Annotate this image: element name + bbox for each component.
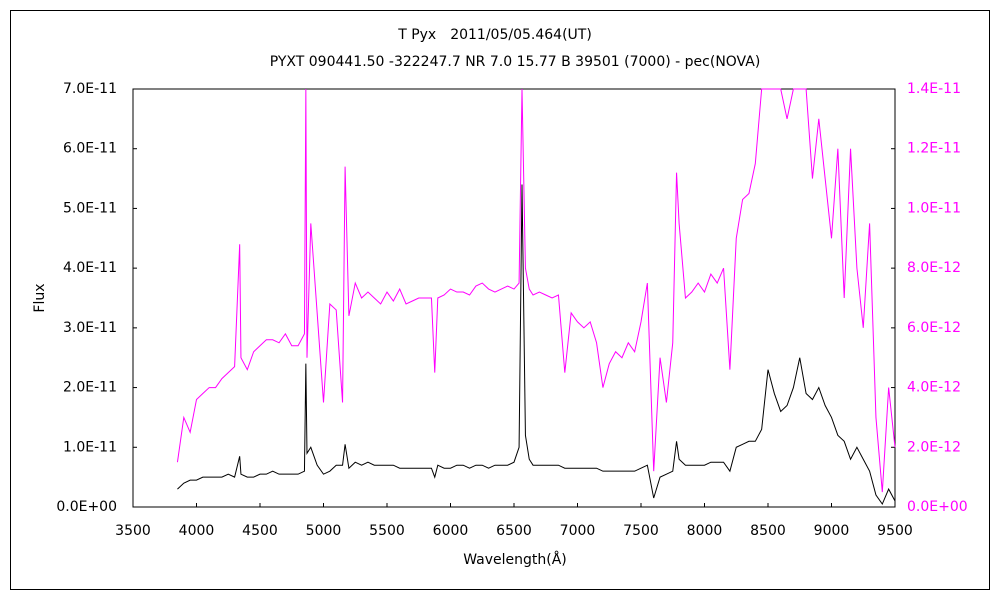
y2-tick-label: 6.0E-12 <box>907 320 961 336</box>
chart-subtitle: PYXT 090441.50 -322247.7 NR 7.0 15.77 B … <box>270 54 761 70</box>
y-tick-label: 2.0E-11 <box>63 380 117 396</box>
outer-frame <box>10 10 990 590</box>
x-axis-label: Wavelength(Å) <box>463 551 567 568</box>
y-tick-label: 4.0E-11 <box>63 260 117 276</box>
y2-tick-label: 0.0E+00 <box>907 499 968 515</box>
x-tick-label: 5000 <box>306 523 342 539</box>
y-tick-label: 6.0E-11 <box>63 141 117 157</box>
y2-tick-label: 1.0E-11 <box>907 200 961 216</box>
y2-tick-label: 2.0E-12 <box>907 439 961 455</box>
y2-tick-label: 8.0E-12 <box>907 260 961 276</box>
x-tick-label: 4000 <box>179 523 215 539</box>
y2-tick-label: 1.4E-11 <box>907 81 961 97</box>
y2-tick-label: 1.2E-11 <box>907 141 961 157</box>
spectrum-line <box>177 184 896 506</box>
y-tick-label: 7.0E-11 <box>63 81 117 97</box>
spectrum-line <box>176 88 896 493</box>
x-tick-label: 6000 <box>433 523 469 539</box>
x-tick-label: 7000 <box>560 523 596 539</box>
x-tick-label: 3500 <box>115 523 151 539</box>
x-tick-label: 9500 <box>877 523 913 539</box>
y-tick-label: 5.0E-11 <box>63 200 117 216</box>
y-tick-label: 3.0E-11 <box>63 320 117 336</box>
x-tick-label: 9000 <box>814 523 850 539</box>
y-axis-label: Flux <box>32 283 48 312</box>
x-tick-label: 6500 <box>496 523 532 539</box>
x-tick-label: 4500 <box>242 523 278 539</box>
x-tick-label: 8000 <box>687 523 723 539</box>
chart-title: T Pyx 2011/05/05.464(UT) <box>397 27 592 43</box>
y-tick-label: 0.0E+00 <box>56 499 117 515</box>
x-tick-label: 7500 <box>623 523 659 539</box>
x-tick-label: 8500 <box>750 523 786 539</box>
plot-frame <box>132 88 896 508</box>
y-tick-label: 1.0E-11 <box>63 439 117 455</box>
y2-tick-label: 4.0E-12 <box>907 380 961 396</box>
x-tick-label: 5500 <box>369 523 405 539</box>
